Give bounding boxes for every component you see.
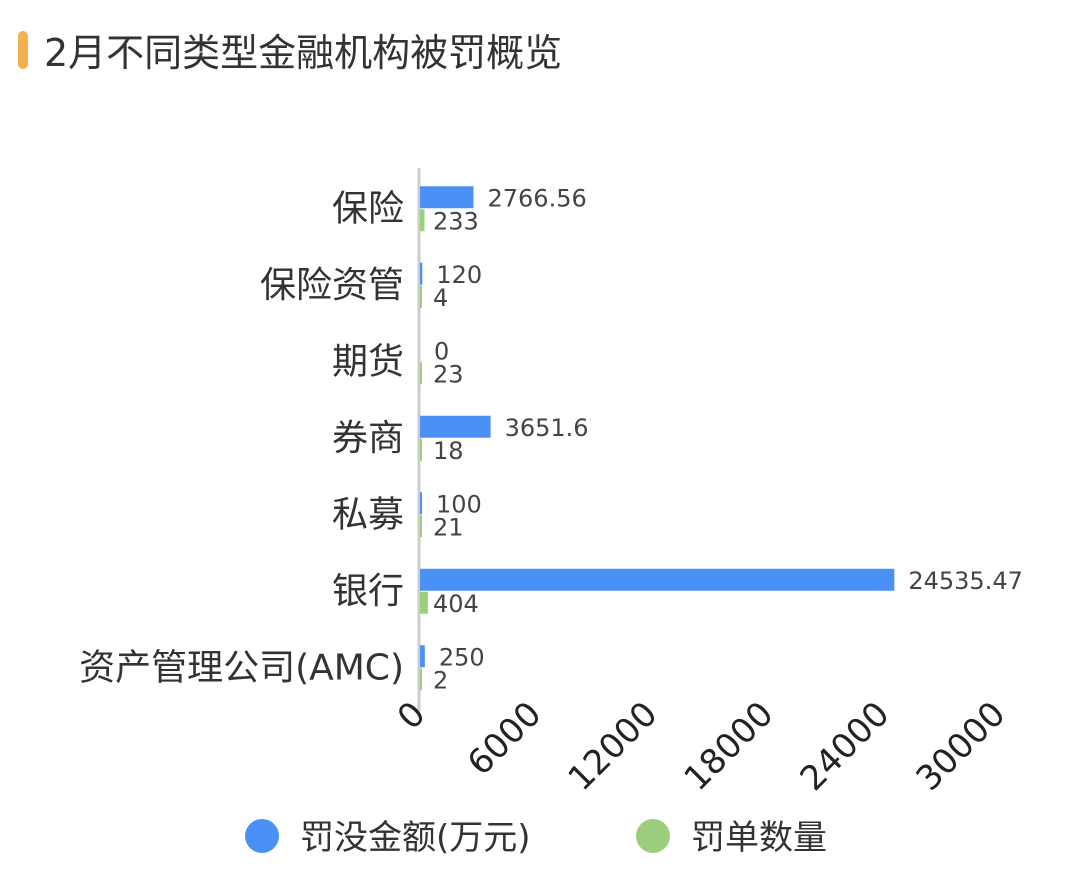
title-text: 2月不同类型金融机构被罚概览 [44, 31, 563, 75]
bar-amount [420, 568, 895, 591]
data-label: 0 [434, 337, 449, 365]
data-label: 2766.56 [487, 184, 586, 212]
data-label: 24535.47 [908, 567, 1023, 595]
bar-amount [420, 415, 491, 438]
data-label: 233 [433, 207, 479, 235]
bar-count [420, 438, 422, 461]
x-tick-label: 24000 [793, 694, 898, 799]
data-label: 120 [436, 261, 482, 289]
legend-label: 罚没金额(万元) [300, 818, 531, 858]
legend-marker [245, 819, 279, 853]
x-tick-label: 18000 [677, 694, 782, 799]
category-label: 保险 [332, 188, 404, 229]
bar-count [420, 668, 422, 691]
category-label: 私募 [332, 494, 404, 535]
bar-count [420, 515, 422, 538]
data-label: 23 [433, 360, 464, 388]
category-label: 保险资管 [260, 265, 404, 306]
category-label: 资产管理公司(AMC) [79, 647, 404, 688]
data-label: 2 [433, 666, 448, 694]
title-accent-bar [18, 30, 28, 69]
data-label: 404 [433, 590, 479, 618]
bar-amount [420, 492, 422, 515]
data-label: 18 [433, 437, 464, 465]
bar-amount [420, 645, 425, 668]
x-tick-label: 12000 [561, 694, 666, 799]
data-label: 4 [433, 284, 448, 312]
bar-amount [420, 186, 474, 209]
x-tick-label: 6000 [460, 694, 549, 783]
bar-count [420, 285, 422, 308]
bar-count [420, 209, 425, 232]
x-tick-label: 0 [390, 694, 434, 738]
bar-count [420, 362, 422, 385]
legend-marker [636, 819, 670, 853]
legend-label: 罚单数量 [691, 818, 827, 858]
data-label: 3651.6 [505, 414, 589, 442]
data-label: 100 [436, 490, 482, 518]
bar-amount [420, 262, 423, 285]
data-label: 250 [439, 643, 485, 671]
category-label: 银行 [332, 571, 404, 612]
data-label: 21 [433, 513, 464, 541]
x-tick-label: 30000 [909, 694, 1014, 799]
bar-count [420, 591, 428, 614]
chart-title: 2月不同类型金融机构被罚概览 [18, 22, 562, 77]
category-label: 期货 [332, 341, 404, 382]
category-label: 券商 [332, 418, 404, 459]
